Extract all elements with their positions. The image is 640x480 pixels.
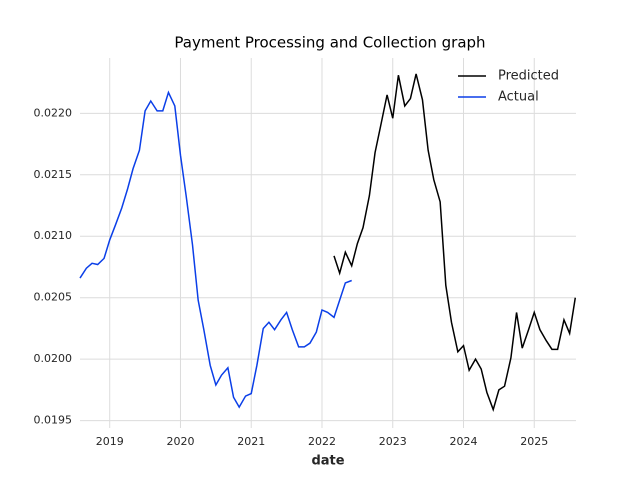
y-tick-label: 0.0220 xyxy=(34,106,73,119)
x-tick-label: 2020 xyxy=(166,435,194,448)
y-tick-label: 0.0215 xyxy=(34,168,73,181)
y-tick-label: 0.0205 xyxy=(34,291,73,304)
series-line xyxy=(333,73,577,412)
x-axis-label: date xyxy=(311,454,344,469)
chart-title: Payment Processing and Collection graph xyxy=(174,34,485,52)
x-tick-label: 2019 xyxy=(96,435,124,448)
x-tick-label: 2024 xyxy=(449,435,477,448)
x-tick-label: 2025 xyxy=(520,435,548,448)
x-tick-label: 2022 xyxy=(308,435,336,448)
legend-label: Predicted xyxy=(498,69,559,84)
x-tick-label: 2021 xyxy=(237,435,265,448)
y-tick-label: 0.0200 xyxy=(34,352,73,365)
y-tick-label: 0.0195 xyxy=(34,414,73,427)
x-tick-label: 2023 xyxy=(379,435,407,448)
legend-label: Actual xyxy=(498,90,539,105)
grid xyxy=(80,58,576,428)
series-line xyxy=(79,90,352,409)
y-tick-label: 0.0210 xyxy=(34,229,73,242)
